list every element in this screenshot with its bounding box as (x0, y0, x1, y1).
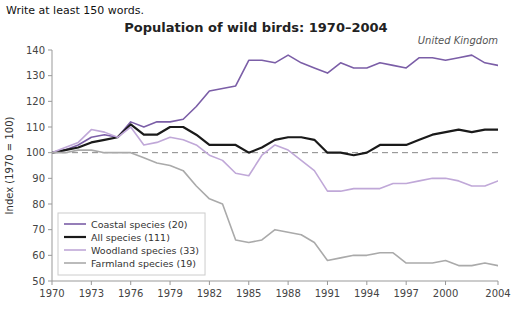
legend-swatch (64, 249, 86, 251)
legend-swatch (64, 262, 86, 264)
y-tick (48, 255, 52, 256)
y-tick-label: 110 (26, 122, 45, 133)
y-axis-label: Index (1970 = 100) (4, 117, 15, 215)
subtitle: Write at least 150 words. (6, 4, 144, 17)
legend-frame (58, 213, 205, 275)
x-tick (498, 281, 499, 285)
x-tick (248, 281, 249, 285)
y-tick-label: 100 (26, 147, 45, 158)
x-tick-label: 1982 (197, 288, 222, 299)
chart: Write at least 150 words. Population of w… (0, 0, 512, 315)
y-tick (48, 281, 52, 282)
y-tick-label: 70 (32, 224, 45, 235)
y-tick (48, 178, 52, 179)
x-tick-label: 1997 (393, 288, 418, 299)
legend: Coastal species (20) All species (111) Woo… (58, 213, 205, 275)
series-line (52, 124, 498, 155)
y-tick (48, 75, 52, 76)
y-tick (48, 152, 52, 153)
series-line (52, 127, 498, 191)
plot-area (52, 55, 498, 265)
x-tick-label: 1976 (118, 288, 143, 299)
x-tick (209, 281, 210, 285)
x-tick (327, 281, 328, 285)
y-tick-label: 80 (32, 199, 45, 210)
y-tick-label: 60 (32, 250, 45, 261)
x-tick (406, 281, 407, 285)
x-axis-line (52, 281, 498, 282)
x-tick (366, 281, 367, 285)
x-tick-label: 1988 (275, 288, 300, 299)
y-tick (48, 127, 52, 128)
y-tick (48, 50, 52, 51)
x-tick (130, 281, 131, 285)
y-tick-label: 130 (26, 70, 45, 81)
x-tick (52, 281, 53, 285)
x-tick-label: 2000 (433, 288, 458, 299)
x-tick (91, 281, 92, 285)
title: Population of wild birds: 1970–2004 (124, 20, 387, 35)
legend-label: Farmland species (19) (91, 258, 196, 269)
x-tick-label: 1979 (157, 288, 182, 299)
legend-label: Woodland species (33) (91, 245, 199, 256)
y-tick (48, 204, 52, 205)
x-tick-label: 1994 (354, 288, 379, 299)
y-tick (48, 101, 52, 102)
y-tick-label: 50 (32, 276, 45, 287)
y-tick (48, 229, 52, 230)
x-tick-label: 1991 (315, 288, 340, 299)
legend-label: Coastal species (20) (91, 219, 187, 230)
x-tick (445, 281, 446, 285)
annotation: United Kingdom (418, 35, 499, 46)
legend-label: All species (111) (91, 232, 170, 243)
x-tick (288, 281, 289, 285)
y-tick-label: 120 (26, 96, 45, 107)
legend-swatch (64, 236, 86, 238)
x-tick-label: 1970 (39, 288, 64, 299)
x-tick-label: 2004 (485, 288, 510, 299)
x-tick-label: 1985 (236, 288, 261, 299)
y-tick-label: 140 (26, 45, 45, 56)
series-line (52, 55, 498, 153)
x-tick-label: 1973 (79, 288, 104, 299)
legend-swatch (64, 223, 86, 225)
y-tick-label: 90 (32, 173, 45, 184)
axes: 50 60 70 80 90 100 110 120 130 140 1970 1973 1976 197… (26, 45, 511, 300)
x-tick (170, 281, 171, 285)
y-axis-line (52, 50, 53, 281)
series-line (52, 150, 498, 266)
